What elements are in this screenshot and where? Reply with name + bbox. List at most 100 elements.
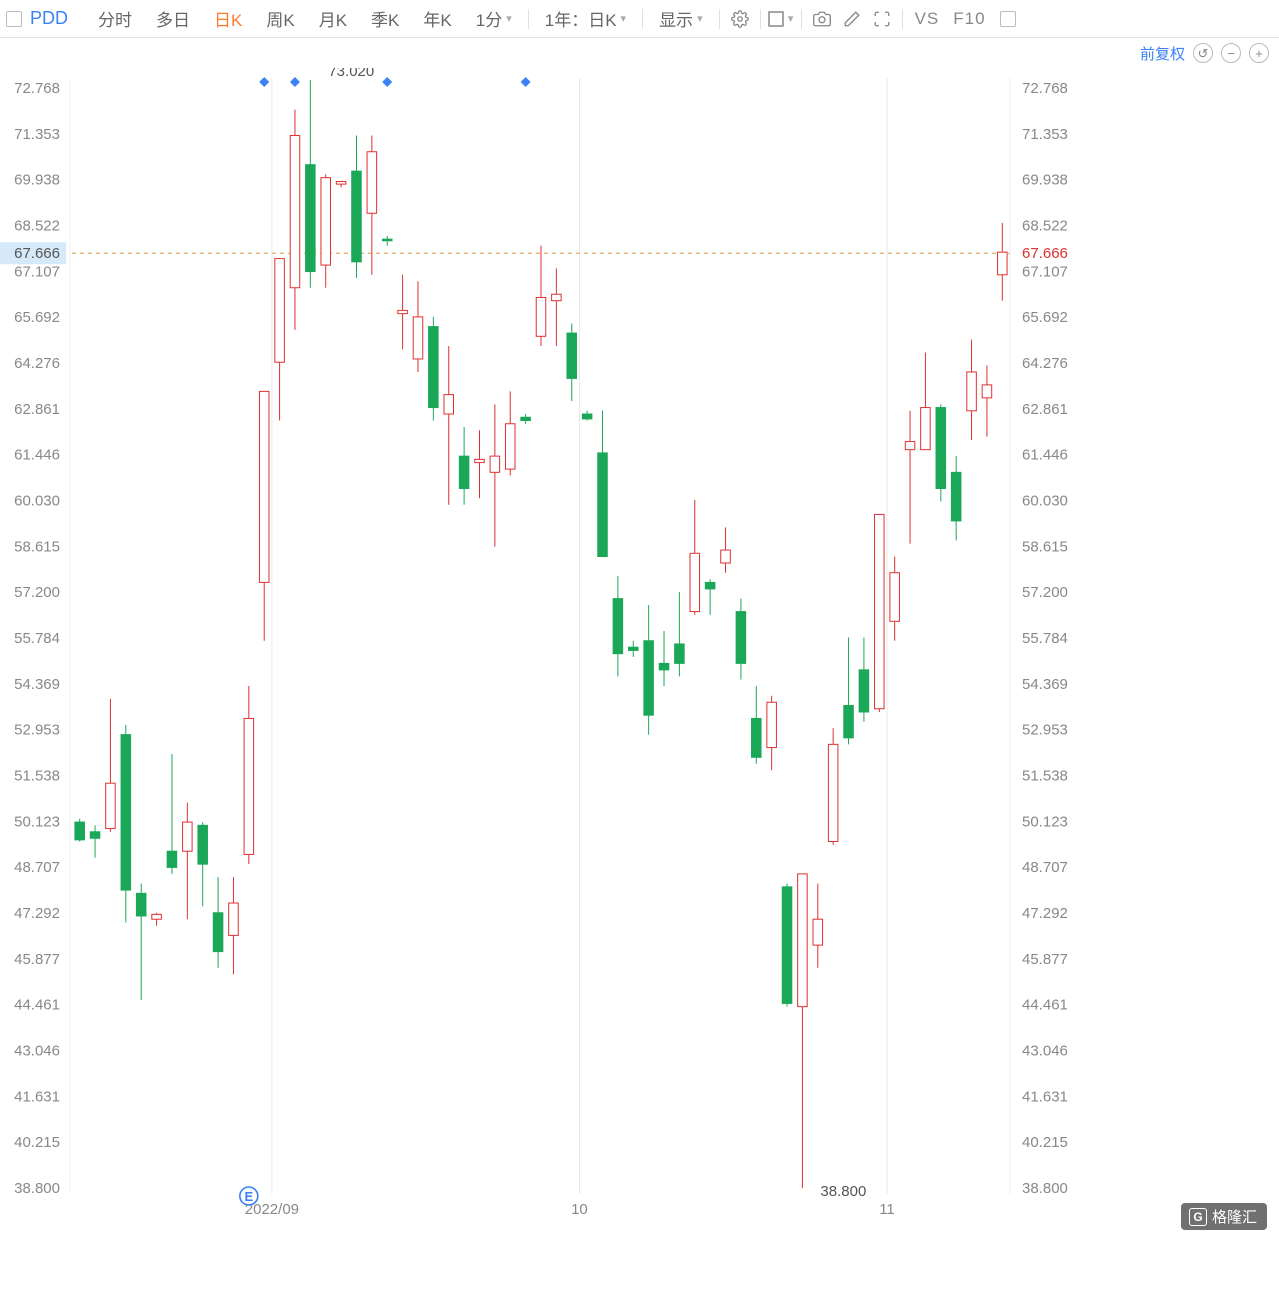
svg-text:72.768: 72.768 xyxy=(1022,80,1068,97)
svg-text:62.861: 62.861 xyxy=(14,401,60,418)
svg-text:50.123: 50.123 xyxy=(14,813,60,830)
svg-text:65.692: 65.692 xyxy=(14,309,60,326)
separator xyxy=(528,9,529,29)
svg-text:69.938: 69.938 xyxy=(14,172,60,189)
timeframe-tab[interactable]: 分时 xyxy=(86,6,144,31)
svg-text:61.446: 61.446 xyxy=(14,447,60,464)
range-dropdown-label: 1年：日K xyxy=(545,6,617,31)
svg-text:68.522: 68.522 xyxy=(1022,218,1068,235)
chevron-down-icon: ▾ xyxy=(697,12,703,25)
svg-text:73.020: 73.020 xyxy=(328,68,374,80)
svg-text:43.046: 43.046 xyxy=(1022,1043,1068,1060)
select-checkbox[interactable] xyxy=(6,11,22,27)
toolbar: PDD 分时多日日K周K月K季K年K 1分 ▾ 1年：日K ▾ 显示 ▾ ▾ V… xyxy=(0,0,1279,38)
svg-text:61.446: 61.446 xyxy=(1022,447,1068,464)
svg-text:47.292: 47.292 xyxy=(14,905,60,922)
svg-text:55.784: 55.784 xyxy=(14,630,60,647)
svg-text:71.353: 71.353 xyxy=(14,126,60,143)
svg-text:58.615: 58.615 xyxy=(14,538,60,555)
watermark-text: 格隆汇 xyxy=(1212,1206,1257,1227)
watermark: G 格隆汇 xyxy=(1181,1203,1267,1230)
separator xyxy=(719,9,720,29)
svg-text:64.276: 64.276 xyxy=(14,355,60,372)
candlestick-chart[interactable]: 72.768 72.768 71.353 71.353 69.938 69.938 68.5… xyxy=(0,68,1279,1238)
svg-text:40.215: 40.215 xyxy=(1022,1134,1068,1151)
svg-text:67.107: 67.107 xyxy=(14,263,60,280)
svg-text:51.538: 51.538 xyxy=(1022,768,1068,785)
svg-text:45.877: 45.877 xyxy=(14,951,60,968)
svg-text:52.953: 52.953 xyxy=(1022,722,1068,739)
timeframe-tab[interactable]: 日K xyxy=(202,6,254,31)
svg-text:45.877: 45.877 xyxy=(1022,951,1068,968)
timeframe-tab[interactable]: 周K xyxy=(254,6,306,31)
right-checkbox[interactable] xyxy=(1000,11,1016,27)
svg-text:51.538: 51.538 xyxy=(14,768,60,785)
svg-text:57.200: 57.200 xyxy=(1022,584,1068,601)
display-dropdown[interactable]: 显示 ▾ xyxy=(649,6,713,31)
timeframe-tab[interactable]: 年K xyxy=(411,6,463,31)
svg-text:48.707: 48.707 xyxy=(14,859,60,876)
svg-text:44.461: 44.461 xyxy=(1022,997,1068,1014)
svg-text:67.666: 67.666 xyxy=(14,245,60,262)
svg-text:72.768: 72.768 xyxy=(14,80,60,97)
interval-dropdown[interactable]: 1分 ▾ xyxy=(466,6,522,31)
svg-text:52.953: 52.953 xyxy=(14,722,60,739)
svg-text:50.123: 50.123 xyxy=(1022,813,1068,830)
svg-text:65.692: 65.692 xyxy=(1022,309,1068,326)
svg-text:54.369: 54.369 xyxy=(14,676,60,693)
f10-button[interactable]: F10 xyxy=(947,9,991,29)
svg-text:71.353: 71.353 xyxy=(1022,126,1068,143)
svg-text:10: 10 xyxy=(571,1201,588,1218)
box-dropdown-icon[interactable]: ▾ xyxy=(767,5,795,33)
separator xyxy=(801,9,802,29)
svg-text:41.631: 41.631 xyxy=(14,1088,60,1105)
svg-text:38.800: 38.800 xyxy=(820,1183,866,1200)
chart-container: 72.768 72.768 71.353 71.353 69.938 69.938 68.5… xyxy=(0,68,1279,1238)
svg-text:54.369: 54.369 xyxy=(1022,676,1068,693)
svg-text:67.666: 67.666 xyxy=(1022,245,1068,262)
svg-text:55.784: 55.784 xyxy=(1022,630,1068,647)
timeframe-tab[interactable]: 多日 xyxy=(144,6,202,31)
separator xyxy=(902,9,903,29)
chevron-down-icon: ▾ xyxy=(621,12,627,25)
reset-icon[interactable]: ↺ xyxy=(1193,43,1213,63)
svg-text:68.522: 68.522 xyxy=(14,218,60,235)
svg-text:43.046: 43.046 xyxy=(14,1043,60,1060)
timeframe-tab[interactable]: 月K xyxy=(307,6,359,31)
chevron-down-icon: ▾ xyxy=(788,12,794,25)
pencil-icon[interactable] xyxy=(838,5,866,33)
svg-text:11: 11 xyxy=(879,1201,895,1218)
fullscreen-icon[interactable] xyxy=(868,5,896,33)
svg-text:57.200: 57.200 xyxy=(14,584,60,601)
range-dropdown[interactable]: 1年：日K ▾ xyxy=(535,6,636,31)
svg-text:58.615: 58.615 xyxy=(1022,538,1068,555)
svg-text:62.861: 62.861 xyxy=(1022,401,1068,418)
ticker-symbol[interactable]: PDD xyxy=(30,8,68,29)
adjust-mode-link[interactable]: 前复权 xyxy=(1140,43,1185,64)
svg-text:67.107: 67.107 xyxy=(1022,263,1068,280)
zoom-in-icon[interactable]: + xyxy=(1249,43,1269,63)
display-dropdown-label: 显示 xyxy=(659,6,693,31)
separator xyxy=(760,9,761,29)
svg-text:60.030: 60.030 xyxy=(1022,493,1068,510)
camera-icon[interactable] xyxy=(808,5,836,33)
svg-text:69.938: 69.938 xyxy=(1022,172,1068,189)
watermark-icon: G xyxy=(1189,1208,1207,1226)
compare-button[interactable]: VS xyxy=(909,9,946,29)
svg-text:40.215: 40.215 xyxy=(14,1134,60,1151)
svg-text:48.707: 48.707 xyxy=(1022,859,1068,876)
svg-text:60.030: 60.030 xyxy=(14,493,60,510)
svg-text:41.631: 41.631 xyxy=(1022,1088,1068,1105)
svg-text:38.800: 38.800 xyxy=(14,1180,60,1197)
svg-text:E: E xyxy=(245,1189,254,1204)
svg-text:38.800: 38.800 xyxy=(1022,1180,1068,1197)
svg-text:64.276: 64.276 xyxy=(1022,355,1068,372)
sub-toolbar: 前复权 ↺ − + xyxy=(0,38,1279,68)
svg-text:44.461: 44.461 xyxy=(14,997,60,1014)
interval-dropdown-label: 1分 xyxy=(476,6,502,31)
zoom-out-icon[interactable]: − xyxy=(1221,43,1241,63)
svg-text:47.292: 47.292 xyxy=(1022,905,1068,922)
timeframe-tab[interactable]: 季K xyxy=(359,6,411,31)
separator xyxy=(642,9,643,29)
settings-icon[interactable] xyxy=(726,5,754,33)
